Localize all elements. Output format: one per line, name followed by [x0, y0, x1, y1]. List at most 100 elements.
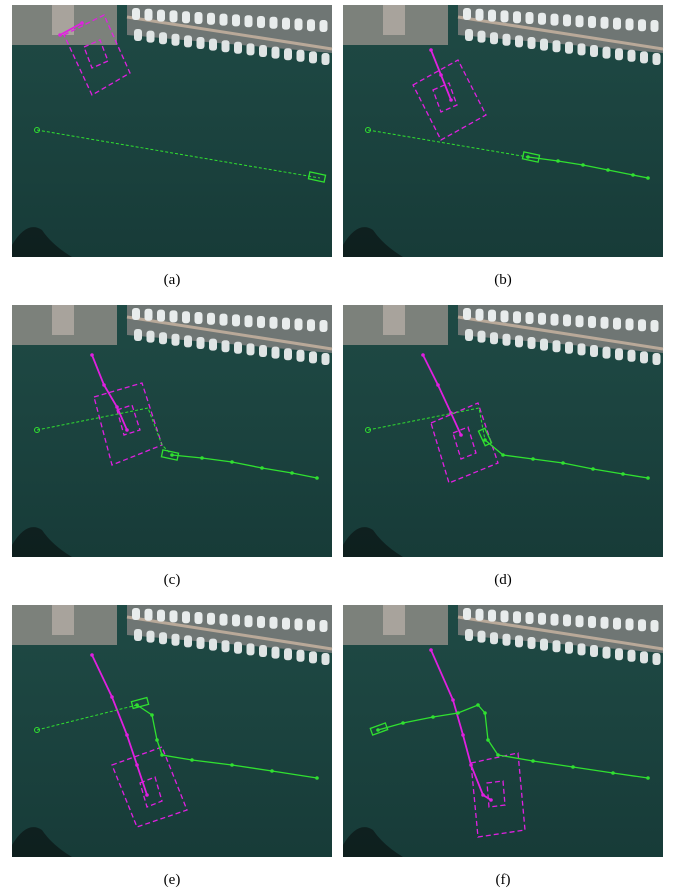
building [383, 605, 405, 635]
boat [653, 53, 661, 65]
vessel-point [581, 163, 585, 167]
boat [588, 616, 596, 628]
boat [145, 9, 153, 21]
boat [159, 32, 167, 44]
boat [628, 50, 636, 62]
panel [12, 5, 332, 257]
boat [476, 609, 484, 621]
boat [197, 337, 205, 349]
boat [207, 13, 215, 25]
boat [651, 620, 659, 632]
panel [343, 605, 663, 857]
boat [282, 618, 290, 630]
target-point [469, 763, 473, 767]
boat [182, 11, 190, 23]
target-point [110, 695, 114, 699]
vessel-point [190, 758, 194, 762]
boat [601, 17, 609, 29]
vessel-point [556, 159, 560, 163]
boat [476, 309, 484, 321]
target-point [58, 33, 62, 37]
boat [257, 16, 265, 28]
boat [501, 610, 509, 622]
boat [640, 351, 648, 363]
boat [195, 312, 203, 324]
boat [320, 320, 328, 332]
boat [578, 343, 586, 355]
vessel-point [401, 721, 405, 725]
vessel-point [230, 460, 234, 464]
boat [195, 612, 203, 624]
vessel-point [315, 776, 319, 780]
boat [488, 610, 496, 622]
vessel-point [456, 711, 460, 715]
boat [172, 634, 180, 646]
boat [207, 613, 215, 625]
boat [651, 320, 659, 332]
vessel-point [431, 715, 435, 719]
boat [463, 308, 471, 320]
boat [297, 50, 305, 62]
boat [295, 318, 303, 330]
boat [209, 639, 217, 651]
vessel-point [571, 765, 575, 769]
building [52, 605, 74, 635]
boat [234, 42, 242, 54]
boat [307, 619, 315, 631]
boat [526, 12, 534, 24]
caption: (a) [164, 272, 181, 288]
boat [132, 608, 140, 620]
boat [209, 339, 217, 351]
boat [157, 310, 165, 322]
target-point [135, 763, 139, 767]
boat [578, 43, 586, 55]
target-point [449, 98, 453, 102]
boat [576, 315, 584, 327]
boat [222, 640, 230, 652]
boat [195, 12, 203, 24]
boat [172, 334, 180, 346]
boat [628, 350, 636, 362]
caption: (e) [164, 872, 181, 888]
boat [590, 345, 598, 357]
boat [653, 653, 661, 665]
vessel-point [476, 703, 480, 707]
panel [343, 5, 663, 257]
boat [565, 342, 573, 354]
boat [197, 37, 205, 49]
boat [638, 319, 646, 331]
boat [576, 615, 584, 627]
boat [132, 308, 140, 320]
boat [259, 645, 267, 657]
boat [638, 619, 646, 631]
boat [465, 29, 473, 41]
boat [247, 43, 255, 55]
boat [626, 18, 634, 30]
boat [307, 19, 315, 31]
boat [490, 632, 498, 644]
boat [578, 643, 586, 655]
boat [563, 314, 571, 326]
vessel-point [501, 453, 505, 457]
boat [257, 616, 265, 628]
boat [247, 343, 255, 355]
caption: (b) [494, 272, 512, 288]
boat [184, 35, 192, 47]
boat [565, 642, 573, 654]
boat [626, 318, 634, 330]
boat [232, 614, 240, 626]
boat [615, 48, 623, 60]
boat [284, 348, 292, 360]
boat [565, 42, 573, 54]
boat [270, 317, 278, 329]
boat [172, 34, 180, 46]
panel [343, 305, 663, 557]
boat [628, 650, 636, 662]
boat [563, 614, 571, 626]
boat [197, 637, 205, 649]
boat [184, 335, 192, 347]
boat [476, 9, 484, 21]
target-point [145, 793, 149, 797]
boat [513, 11, 521, 23]
boat [488, 310, 496, 322]
